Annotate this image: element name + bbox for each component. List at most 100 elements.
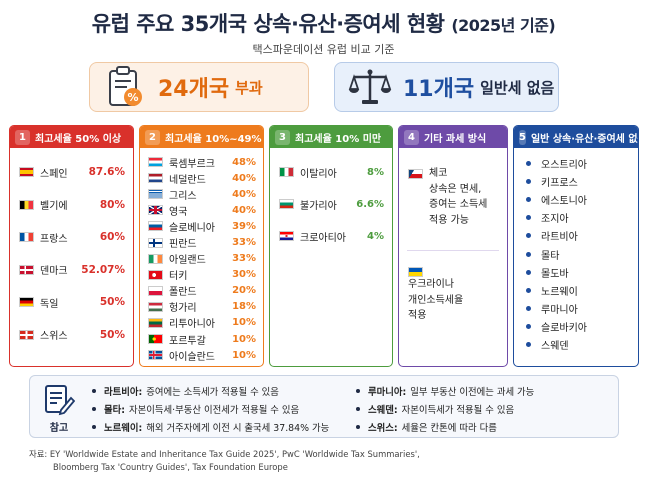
column-header: 4 기타 과세 방식 <box>399 126 507 148</box>
country-row: 그리스 40% <box>148 186 256 202</box>
country-list: 이탈리아 8% 불가리아 6.6% 크로아티아 4% <box>270 148 392 252</box>
note-line: 노르웨이: 해외 거주자에게 이전 시 출국세 37.84% 가능 <box>92 418 329 436</box>
list-item: 몰도바 <box>526 263 630 281</box>
clipboard-percent-icon: % <box>102 64 148 110</box>
country-name: 폴란드 <box>169 287 197 299</box>
iceland-flag-icon <box>148 350 163 361</box>
column-title: 기타 과세 방식 <box>424 133 487 145</box>
slovenia-flag-icon <box>148 221 163 232</box>
column-number: 5 <box>519 129 526 145</box>
poland-flag-icon <box>148 285 163 296</box>
column-title: 일반 상속·유산·증여세 없음 <box>530 133 639 145</box>
luxembourg-flag-icon <box>148 157 163 168</box>
notes-left-column: 라트비아: 증여에는 소득세가 적용될 수 있음 몰타: 자본이득세·부동산 이전세… <box>92 382 329 436</box>
country-name: 스페인 <box>40 168 68 180</box>
country-list: 룩셈부르크 48% 네덜란드 40% 그리스 40% 영국 40% 슬로베니아 39% 핀… <box>140 148 263 363</box>
country-rate: 33% <box>232 253 256 265</box>
country-row: 아이슬란드 10% <box>148 347 256 363</box>
country-rate: 4% <box>367 230 384 242</box>
country-name: 아이슬란드 <box>169 351 215 363</box>
country-rate: 48% <box>232 156 256 168</box>
stat-levied-count: 24개국 <box>158 77 230 102</box>
stat-levied-label: 부과 <box>235 78 263 97</box>
country-rate: 30% <box>232 269 256 281</box>
list-item: 오스트리아 <box>526 154 630 172</box>
france-flag-icon <box>19 232 34 243</box>
other-method-line: 적용 <box>408 310 427 321</box>
source-line: Bloomberg Tax 'Country Guides', Tax Foun… <box>53 462 288 472</box>
country-rate: 87.6% <box>88 166 125 179</box>
country-name: 이탈리아 <box>300 168 337 180</box>
stat-none-card: 11개국 일반세 없음 <box>334 62 559 112</box>
list-item: 라트비아 <box>526 227 630 245</box>
country-name: 불가리아 <box>300 200 337 212</box>
hungary-flag-icon <box>148 301 163 312</box>
country-row: 이탈리아 8% <box>279 156 384 188</box>
other-method-line: 상속은 면세, <box>429 183 482 195</box>
country-name: 네덜란드 <box>169 174 206 186</box>
country-name: 그리스 <box>169 190 197 202</box>
svg-text:%: % <box>127 91 138 104</box>
country-row: 슬로베니아 39% <box>148 218 256 234</box>
country-rate: 50% <box>99 296 125 309</box>
scales-icon <box>347 64 393 110</box>
country-name: 포르투갈 <box>169 335 206 347</box>
country-name: 크로아티아 <box>300 232 346 244</box>
stat-none-label: 일반세 없음 <box>480 78 555 97</box>
country-name: 헝가리 <box>169 303 197 315</box>
country-row: 영국 40% <box>148 202 256 218</box>
country-row: 네덜란드 40% <box>148 170 256 186</box>
country-name: 우크라이나 <box>408 279 454 290</box>
title-text: 유럽 주요 35개국 상속·유산·증여세 현황 <box>91 12 445 36</box>
country-list: 스페인 87.6% 벨기에 80% 프랑스 60% 덴마크 52.07% 독일 50% 스… <box>10 148 133 351</box>
list-item: 몰타 <box>526 245 630 263</box>
portugal-flag-icon <box>148 334 163 345</box>
country-row: 스위스 50% <box>19 319 125 352</box>
country-rate: 52.07% <box>81 263 125 276</box>
country-row: 불가리아 6.6% <box>279 188 384 220</box>
czech-flag-icon <box>408 168 423 179</box>
note-line: 라트비아: 증여에는 소득세가 적용될 수 있음 <box>92 382 329 400</box>
country-name: 체코 <box>429 168 448 179</box>
page-title: 유럽 주요 35개국 상속·유산·증여세 현황 (2025년 기준) <box>0 8 647 38</box>
list-item: 키프로스 <box>526 172 630 190</box>
country-name: 핀란드 <box>169 239 197 251</box>
list-item: 스웨덴 <box>526 336 630 354</box>
country-row: 폴란드 20% <box>148 283 256 299</box>
country-row: 리투아니아 10% <box>148 315 256 331</box>
spain-flag-icon <box>19 167 34 178</box>
other-method-line: 증여는 소득세 <box>429 199 488 210</box>
country-name: 벨기에 <box>40 201 68 213</box>
country-name: 터키 <box>169 271 188 283</box>
croatia-flag-icon <box>279 231 294 241</box>
country-name: 프랑스 <box>40 233 68 245</box>
column-header: 5 일반 상속·유산·증여세 없음 <box>514 126 638 148</box>
column-title: 최고세율 10% 미만 <box>295 133 382 145</box>
note-line: 스위스: 세율은 칸톤에 따라 다름 <box>356 418 534 436</box>
country-row: 크로아티아 4% <box>279 220 384 252</box>
country-row: 독일 50% <box>19 286 125 319</box>
column-rate-10-49: 2 최고세율 10%~49% 룩셈부르크 48% 네덜란드 40% 그리스 40% 영… <box>139 125 264 367</box>
column-number: 3 <box>275 129 290 145</box>
notes-box: 참고 라트비아: 증여에는 소득세가 적용될 수 있음 몰타: 자본이득세·부동산 … <box>29 375 619 438</box>
ukraine-flag-icon <box>408 267 423 277</box>
country-name: 독일 <box>40 298 59 310</box>
country-row: 프랑스 60% <box>19 221 125 254</box>
turkey-flag-icon <box>148 269 163 280</box>
country-rate: 8% <box>367 166 384 178</box>
ireland-flag-icon <box>148 253 163 264</box>
country-name: 아일랜드 <box>169 255 206 267</box>
belgium-flag-icon <box>19 199 34 210</box>
country-rate: 60% <box>99 231 125 244</box>
country-rate: 20% <box>232 285 256 297</box>
country-rate: 10% <box>232 317 256 329</box>
greece-flag-icon <box>148 189 163 200</box>
column-header: 1 최고세율 50% 이상 <box>10 126 133 148</box>
country-name: 스위스 <box>40 331 68 343</box>
country-row: 핀란드 33% <box>148 234 256 250</box>
other-method-line: 적용 가능 <box>429 214 469 226</box>
uk-flag-icon <box>148 205 163 216</box>
column-number: 1 <box>15 129 30 145</box>
bulgaria-flag-icon <box>279 199 294 209</box>
list-item: 에스토니아 <box>526 190 630 208</box>
